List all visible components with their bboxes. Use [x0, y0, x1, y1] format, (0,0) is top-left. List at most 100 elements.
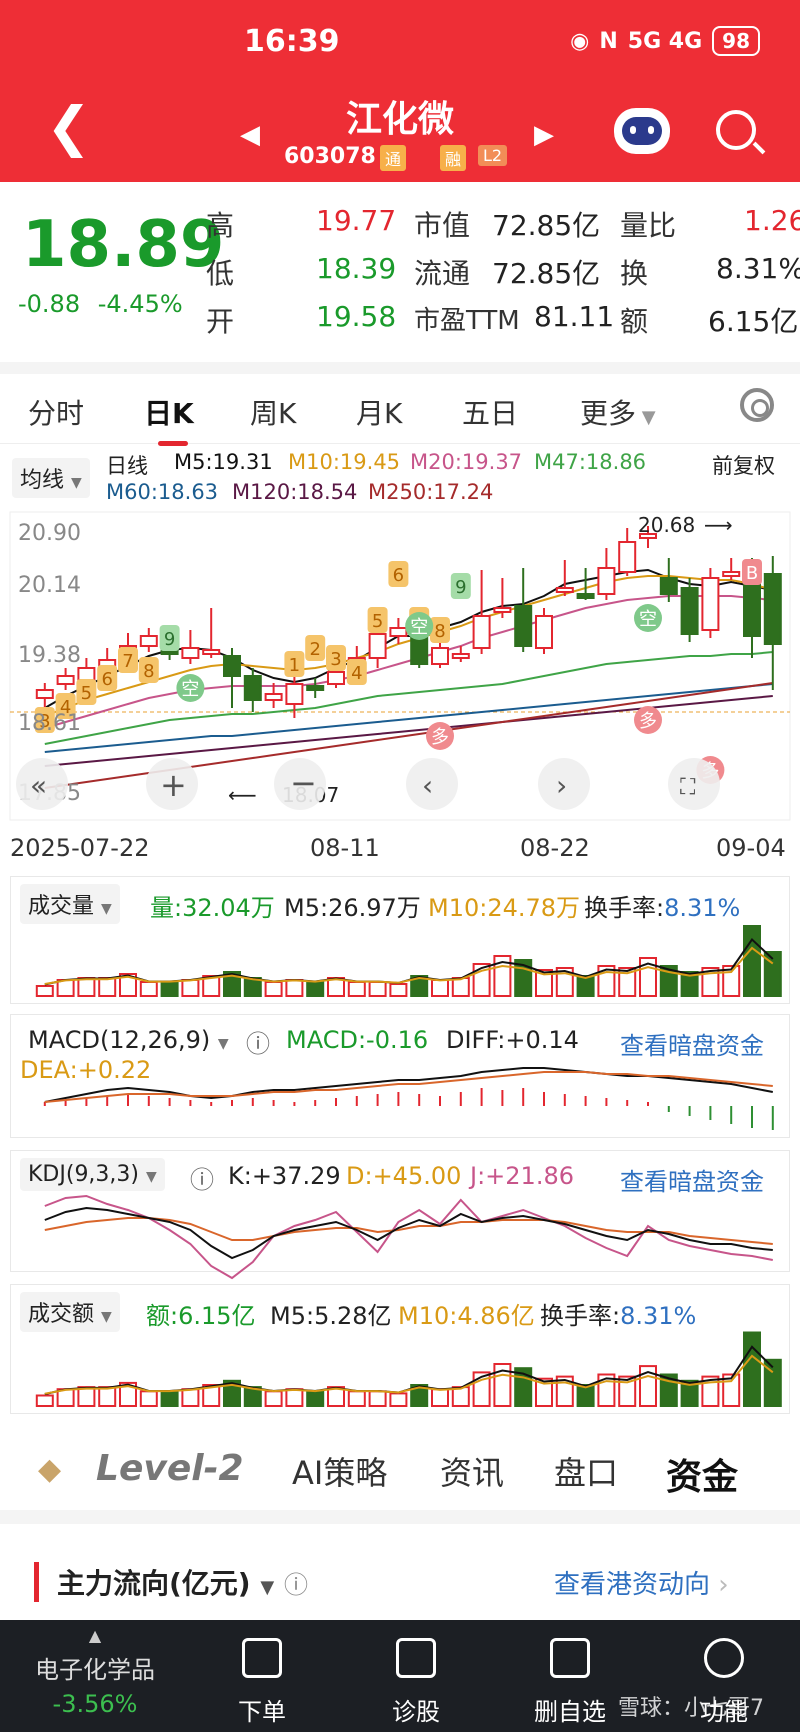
volume-turnover-label: 换手率:: [584, 894, 665, 922]
search-icon[interactable]: [716, 110, 756, 150]
tab-weekly[interactable]: 周K: [250, 397, 297, 430]
ai-robot-icon[interactable]: [614, 108, 670, 154]
kdj-select-label: KDJ(9,3,3): [28, 1162, 139, 1187]
capital-flow-title[interactable]: 主力流向(亿元) ▼ ⓘ: [34, 1562, 308, 1602]
bar: [264, 1390, 283, 1408]
x-label: 08-22: [520, 834, 590, 862]
signal-text: 8: [434, 621, 445, 642]
nav-remove-watch-label: 删自选: [534, 1698, 606, 1726]
plus-icon: +: [160, 766, 187, 804]
nav-order-label: 下单: [238, 1698, 286, 1726]
stock-name: 江化微: [345, 99, 454, 140]
zoom-out-button[interactable]: [274, 758, 326, 810]
volume-value: 量:32.04万: [150, 894, 275, 922]
bar: [763, 951, 782, 997]
candle-body: [285, 683, 304, 705]
dark-pool-link[interactable]: 查看暗盘资金: [620, 1168, 764, 1196]
prev-stock-button[interactable]: ◀: [240, 120, 260, 150]
turnover-value: 8.31%: [716, 252, 800, 285]
bar: [160, 981, 179, 997]
volume-panel: [10, 876, 790, 1004]
signal-text: 空: [639, 609, 657, 630]
candle-body: [77, 667, 96, 681]
bar: [701, 967, 720, 997]
tab-capital[interactable]: 资金: [666, 1448, 738, 1518]
period-label: 日线: [106, 454, 148, 478]
tab-more[interactable]: 更多 ▼: [580, 392, 656, 432]
caret-down-icon: ▼: [260, 1577, 275, 1598]
signal-text: 多: [431, 727, 449, 748]
tab-daily[interactable]: 日K: [144, 392, 194, 446]
nav-remove-watch[interactable]: 删自选: [500, 1620, 640, 1732]
hk-flow-link[interactable]: 查看港资动向 ›: [554, 1564, 729, 1601]
nav-functions[interactable]: 功能: [654, 1620, 794, 1732]
macd-select[interactable]: MACD(12,26,9) ▼: [28, 1026, 229, 1054]
volume-turnover-value: 8.31%: [664, 894, 741, 922]
amount-label: 额: [620, 305, 649, 338]
tab-orderbook[interactable]: 盘口: [554, 1454, 619, 1492]
y-tick: 20.90: [18, 521, 81, 546]
help-icon[interactable]: ⓘ: [246, 1030, 270, 1058]
caret-down-icon: ▼: [217, 1036, 229, 1052]
signal-text: 8: [143, 661, 154, 682]
next-button[interactable]: [538, 758, 590, 810]
macd-chart: [43, 1067, 774, 1130]
dark-pool-link[interactable]: 查看暗盘资金: [620, 1032, 764, 1060]
signal-badge: [426, 722, 454, 750]
caret-down-icon: ▼: [101, 901, 112, 917]
macd-value: MACD:-0.16: [286, 1026, 429, 1054]
tab-fiveday[interactable]: 五日: [462, 397, 519, 430]
price-change: -0.88 -4.45%: [18, 290, 183, 318]
margin-tag: 融: [440, 145, 467, 171]
bar: [722, 965, 741, 997]
bar: [35, 985, 54, 997]
adjust-toggle[interactable]: 前复权: [712, 454, 775, 478]
signal-text: 2: [309, 639, 320, 660]
low-label: 低: [206, 257, 235, 290]
ma-line: [44, 575, 774, 717]
macd-select-label: MACD(12,26,9): [28, 1026, 211, 1054]
tab-level2[interactable]: Level-2: [96, 1448, 244, 1489]
caret-down-icon: ▼: [101, 1309, 112, 1325]
settings-gear-icon[interactable]: [740, 388, 774, 422]
signal-text: 5: [372, 611, 383, 632]
bar: [431, 979, 449, 997]
signal-badge: [742, 559, 762, 585]
bar: [285, 979, 304, 997]
nav-order[interactable]: 下单: [192, 1620, 332, 1732]
bar: [202, 1384, 221, 1407]
amount-select[interactable]: 成交额 ▼: [20, 1292, 120, 1332]
tab-news[interactable]: 资讯: [440, 1454, 505, 1492]
chevron-right-icon: ›: [556, 769, 567, 802]
prev-button[interactable]: [406, 758, 458, 810]
candle-body: [597, 567, 616, 595]
help-icon[interactable]: ⓘ: [190, 1166, 214, 1194]
next-stock-button[interactable]: ▶: [534, 120, 554, 150]
zoom-in-button[interactable]: [146, 758, 198, 810]
sector-info[interactable]: ▲ 电子化学品 -3.56%: [10, 1620, 180, 1732]
candle-body: [680, 587, 699, 635]
info-icon[interactable]: ⓘ: [283, 1571, 308, 1599]
kdj-select[interactable]: KDJ(9,3,3) ▼: [20, 1158, 165, 1191]
kline-chart[interactable]: 3456789123456789空空空多多多B 20.90 20.14 19.3…: [0, 508, 800, 828]
nav-diagnose[interactable]: 诊股: [346, 1620, 486, 1732]
tab-monthly[interactable]: 月K: [356, 397, 403, 430]
ma47-value: M47:18.86: [534, 450, 647, 474]
tab-ai-strategy[interactable]: AI策略: [292, 1454, 388, 1492]
ma-select[interactable]: 均线 ▼: [12, 458, 90, 498]
back-button[interactable]: ❮: [46, 95, 92, 158]
tab-intraday[interactable]: 分时: [28, 397, 85, 430]
volume-select[interactable]: 成交量 ▼: [20, 884, 120, 924]
fullscreen-button[interactable]: [668, 758, 720, 810]
amount-ma10: M10:4.86亿: [398, 1302, 535, 1330]
scroll-left-button[interactable]: [16, 758, 68, 810]
bar: [181, 1388, 200, 1407]
signal-badge: [346, 659, 367, 685]
high-label: 高: [206, 209, 235, 242]
caret-down-icon: ▼: [636, 407, 656, 428]
current-price: 18.89: [22, 208, 225, 282]
candle-body: [722, 571, 741, 577]
high-marker-arrow: ⟶: [704, 513, 733, 537]
mktcap-value: 72.85亿: [492, 209, 601, 242]
signal-text: 多: [639, 711, 657, 732]
